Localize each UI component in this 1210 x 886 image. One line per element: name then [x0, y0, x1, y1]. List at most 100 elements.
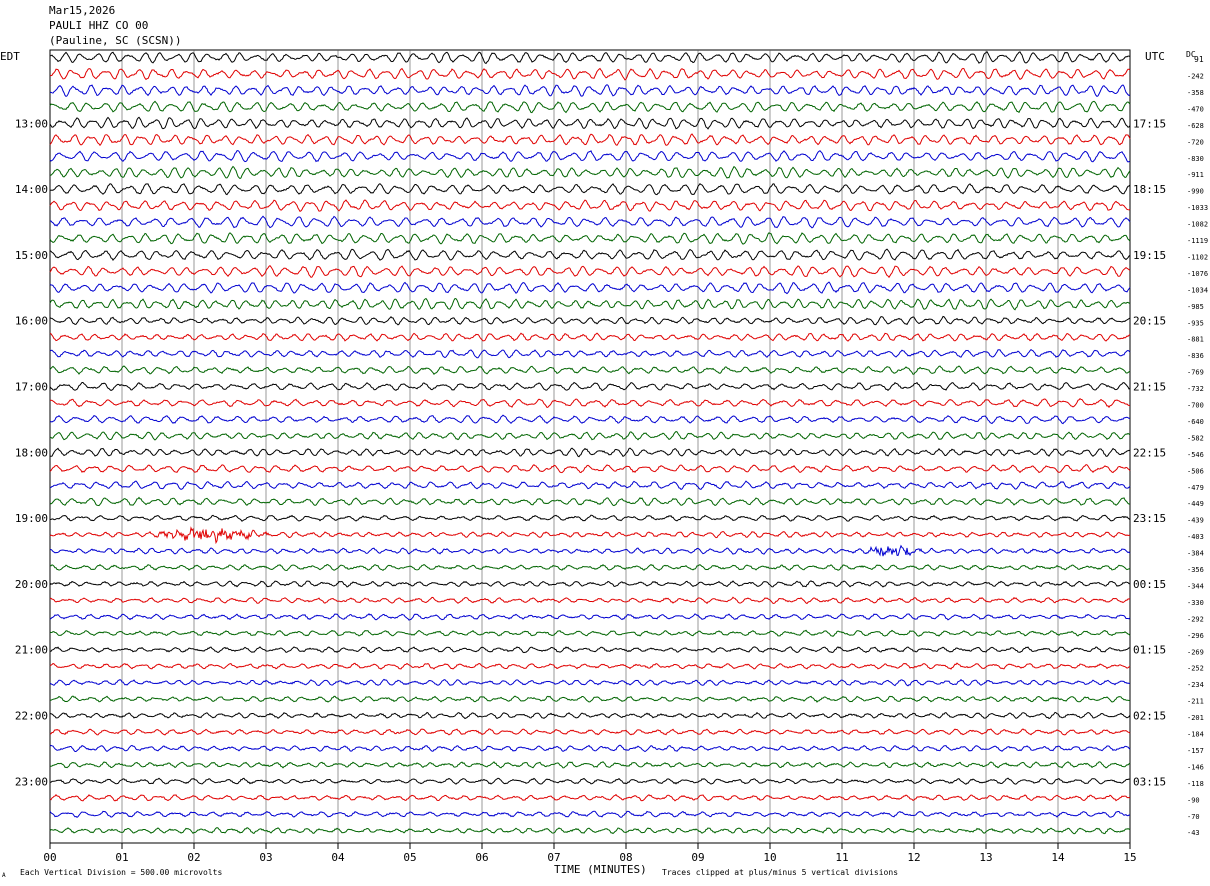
x-tick-label: 08	[619, 851, 632, 864]
x-tick-label: 14	[1051, 851, 1065, 864]
seismic-trace	[49, 744, 1131, 753]
right-timezone-label: UTC	[1145, 50, 1165, 63]
seismic-trace	[49, 761, 1131, 769]
dc-offset-label: -330	[1187, 599, 1204, 607]
dc-offset-label: -269	[1187, 648, 1204, 656]
left-hour-label: 17:00	[15, 381, 48, 394]
dc-offset-label: -628	[1187, 122, 1204, 130]
dc-offset-label: -118	[1187, 780, 1204, 788]
right-hour-label: 23:15	[1133, 512, 1166, 525]
seismic-trace	[49, 348, 1131, 359]
x-tick-label: 11	[835, 851, 848, 864]
seismic-trace	[49, 662, 1131, 670]
seismic-trace	[49, 398, 1131, 409]
dc-offset-label: -640	[1187, 418, 1204, 426]
right-hour-label: 01:15	[1133, 644, 1166, 657]
x-tick-label: 12	[907, 851, 920, 864]
x-tick-label: 10	[763, 851, 776, 864]
dc-offset-label: -470	[1187, 105, 1204, 113]
dc-offset-label: -506	[1187, 467, 1204, 475]
x-tick-label: 05	[403, 851, 416, 864]
seismic-trace	[49, 133, 1131, 147]
dc-offset-label: -881	[1187, 336, 1204, 344]
right-hour-label: 03:15	[1133, 775, 1166, 788]
x-tick-label: 04	[331, 851, 345, 864]
seismic-trace	[49, 464, 1131, 474]
left-hour-label: 19:00	[15, 512, 48, 525]
dc-label: DC	[1186, 50, 1196, 59]
left-hour-label: 21:00	[15, 644, 48, 657]
left-timezone-label: EDT	[0, 50, 20, 63]
seismic-trace	[49, 613, 1131, 621]
seismic-trace	[49, 544, 1131, 557]
dc-offset-label: -292	[1187, 615, 1204, 623]
dc-offset-label: -90	[1187, 796, 1200, 804]
x-tick-label: 00	[43, 851, 56, 864]
seismic-trace	[50, 777, 1131, 785]
seismic-trace	[49, 215, 1131, 229]
dc-offset-label: -769	[1187, 369, 1204, 377]
seismic-trace	[49, 629, 1131, 637]
station-label: PAULI HHZ CO 00	[49, 19, 149, 32]
dc-offset-label: -403	[1187, 533, 1204, 541]
dc-offset-label: -201	[1187, 714, 1204, 722]
x-tick-label: 09	[691, 851, 704, 864]
right-hour-label: 20:15	[1133, 315, 1166, 328]
corner-mark: A	[2, 872, 6, 879]
seismic-trace	[49, 810, 1131, 818]
seismic-trace	[49, 414, 1131, 425]
dc-offset-label: -1034	[1187, 286, 1208, 294]
seismic-trace	[49, 365, 1131, 375]
seismic-trace	[49, 297, 1131, 311]
dc-offset-label: -384	[1187, 550, 1204, 558]
seismic-trace	[49, 526, 1131, 545]
x-tick-label: 15	[1123, 851, 1136, 864]
x-tick-label: 01	[115, 851, 128, 864]
seismic-trace	[49, 431, 1131, 441]
dc-offset-label: -911	[1187, 171, 1204, 179]
seismic-trace	[49, 646, 1130, 654]
x-tick-label: 13	[979, 851, 992, 864]
dc-offset-label: -439	[1187, 517, 1204, 525]
seismic-trace	[49, 51, 1131, 65]
seismic-trace	[49, 596, 1131, 605]
x-tick-label: 07	[547, 851, 560, 864]
seismic-trace	[49, 332, 1131, 342]
dc-offset-label: -546	[1187, 451, 1204, 459]
seismic-trace	[49, 100, 1131, 114]
dc-offset-label: -358	[1187, 89, 1204, 97]
right-hour-label: 17:15	[1133, 117, 1166, 130]
dc-offset-label: -252	[1187, 665, 1204, 673]
left-hour-label: 18:00	[15, 446, 48, 459]
dc-offset-label: -479	[1187, 484, 1204, 492]
seismic-trace	[49, 695, 1131, 703]
left-hour-label: 16:00	[15, 315, 48, 328]
dc-offset-label: -242	[1187, 73, 1204, 81]
dc-offset-label: -344	[1187, 582, 1204, 590]
dc-offset-label: -700	[1187, 402, 1204, 410]
dc-offset-label: -1076	[1187, 270, 1208, 278]
seismic-trace	[49, 248, 1131, 261]
seismic-trace	[49, 580, 1131, 588]
dc-offset-label: -449	[1187, 500, 1204, 508]
dc-offset-label: -990	[1187, 188, 1204, 196]
x-tick-label: 02	[187, 851, 200, 864]
seismic-trace	[49, 563, 1131, 572]
seismic-trace	[49, 728, 1131, 736]
clip-note: Traces clipped at plus/minus 5 vertical …	[662, 868, 899, 877]
seismic-trace	[49, 67, 1131, 81]
dc-offset-label: -211	[1187, 698, 1204, 706]
seismic-trace	[49, 232, 1131, 245]
seismic-trace	[49, 116, 1131, 130]
seismic-trace	[49, 182, 1131, 196]
seismic-trace	[49, 496, 1131, 507]
right-hour-label: 19:15	[1133, 249, 1166, 262]
dc-offset-label: -582	[1187, 434, 1204, 442]
dc-offset-label: -1033	[1187, 204, 1208, 212]
seismic-trace	[49, 381, 1131, 392]
x-axis-title: TIME (MINUTES)	[554, 863, 647, 876]
right-hour-label: 02:15	[1133, 710, 1166, 723]
right-hour-label: 22:15	[1133, 446, 1166, 459]
seismic-trace	[49, 315, 1131, 326]
